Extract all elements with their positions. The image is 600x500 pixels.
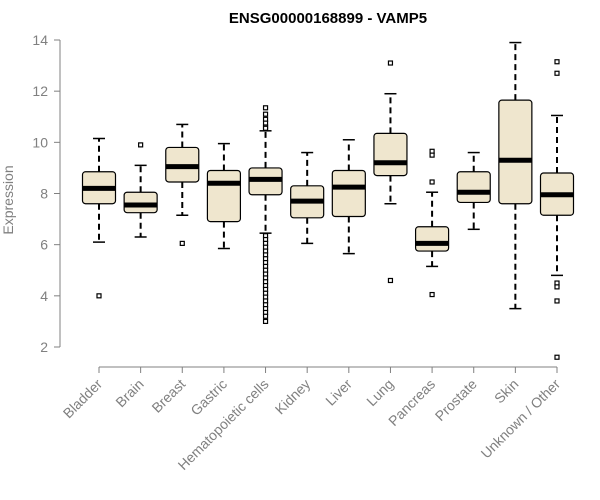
box-brain <box>123 142 158 238</box>
outlier-point <box>554 354 560 360</box>
y-tick-label: 10 <box>32 134 48 150</box>
x-tick-label: Prostate <box>432 376 480 424</box>
outlier-point <box>387 277 394 284</box>
box-liver <box>331 139 366 255</box>
x-tick-label: Kidney <box>272 376 314 418</box>
outlier-point <box>138 142 144 148</box>
x-tick-label: Bladder <box>60 376 106 422</box>
outlier-point <box>262 105 269 111</box>
y-tick-label: 6 <box>40 237 48 253</box>
box-pancreas <box>414 148 450 298</box>
boxes-layer <box>81 41 575 360</box>
y-axis: 2 4 6 8 10 12 14 <box>32 32 61 355</box>
x-tick-label: Unknown / Other <box>478 376 564 462</box>
x-tick-label: Liver <box>322 376 355 409</box>
box-prostate <box>456 151 491 231</box>
chart-title: ENSG00000168899 - VAMP5 <box>229 10 427 27</box>
iqr-box <box>331 169 366 218</box>
x-tick-label: Skin <box>491 376 522 407</box>
y-tick-label: 4 <box>40 288 48 304</box>
x-tick-label: Brain <box>112 376 146 410</box>
outlier-point <box>554 284 560 290</box>
outlier-point <box>429 179 435 185</box>
iqr-box <box>414 226 450 252</box>
y-tick-label: 8 <box>40 186 48 202</box>
outlier-point <box>262 111 269 117</box>
box-hematopoietic-cells <box>248 105 283 325</box>
box-gastric <box>206 142 242 250</box>
outlier-point <box>429 291 435 298</box>
box-lung <box>373 60 408 284</box>
box-skin <box>498 41 533 310</box>
outlier-point <box>262 313 269 319</box>
outlier-point <box>179 240 185 246</box>
y-tick-label: 12 <box>32 83 48 99</box>
iqr-box <box>498 99 533 205</box>
x-tick-label: Breast <box>148 376 188 416</box>
outlier-point <box>96 293 102 299</box>
outlier-point <box>554 298 560 304</box>
iqr-box <box>373 132 408 177</box>
outlier-point <box>387 60 394 66</box>
y-tick-label: 14 <box>32 32 48 48</box>
y-tick-label: 2 <box>40 339 48 355</box>
outlier-point <box>554 59 560 65</box>
x-tick-label: Lung <box>363 376 396 409</box>
iqr-box <box>206 169 242 223</box>
y-axis-label: Expression <box>0 165 16 234</box>
outlier-point <box>262 125 269 131</box>
box-unknown-other <box>539 59 575 360</box>
box-bladder <box>81 137 117 299</box>
outlier-point <box>262 318 269 325</box>
box-kidney <box>290 151 325 245</box>
iqr-box <box>123 191 158 214</box>
outlier-point <box>554 70 560 76</box>
box-breast <box>165 123 200 246</box>
outlier-point <box>429 152 435 158</box>
iqr-box <box>456 171 491 204</box>
